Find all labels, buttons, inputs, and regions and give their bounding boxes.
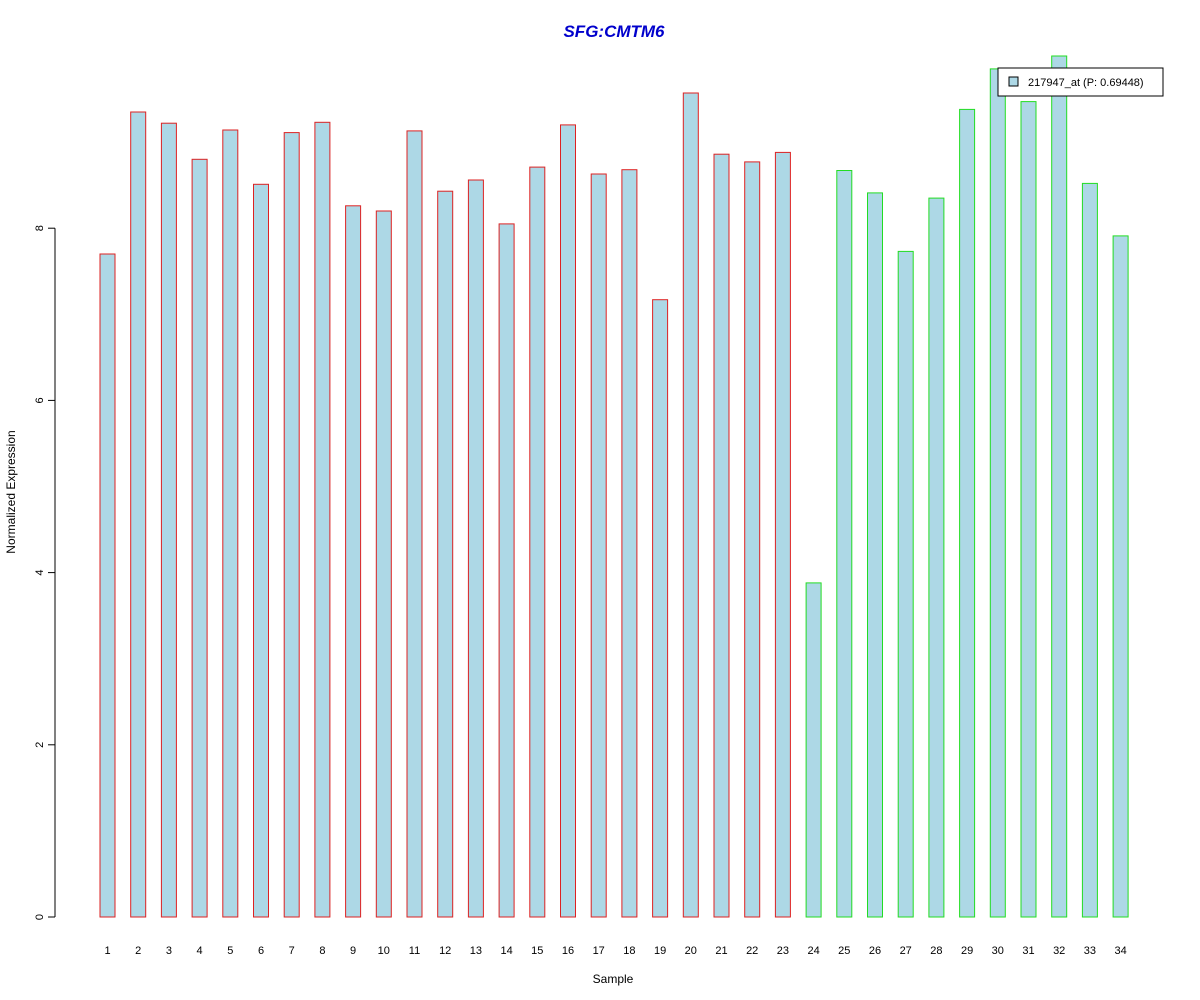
x-tick-label: 7 xyxy=(289,945,295,957)
bar-sample-2 xyxy=(130,111,147,918)
y-axis-label: Normalized Expression xyxy=(4,430,18,553)
y-tick-label: 6 xyxy=(34,397,46,403)
x-tick-label: 11 xyxy=(409,945,420,957)
bar-sample-19 xyxy=(652,299,669,918)
bar-sample-30 xyxy=(989,68,1006,918)
bar-sample-27 xyxy=(897,250,914,918)
bar-sample-34 xyxy=(1112,235,1129,918)
x-tick-label: 28 xyxy=(930,945,942,957)
bar-sample-7 xyxy=(283,132,300,918)
x-tick-label: 14 xyxy=(500,945,512,957)
x-tick-label: 32 xyxy=(1053,945,1065,957)
x-tick-label: 17 xyxy=(593,945,605,957)
x-tick-labels: 1 2 3 4 5 6 7 8 9 10 11 12 13 14 15 16 17 18 19 20 21 22 23 24 2… xyxy=(104,945,1126,957)
x-tick-label: 13 xyxy=(470,945,482,957)
bar-sample-25 xyxy=(836,170,853,918)
y-axis: 0 2 4 6 8 xyxy=(34,225,56,920)
y-tick-label: 8 xyxy=(34,225,46,231)
y-tick-label: 2 xyxy=(34,742,46,748)
x-tick-label: 24 xyxy=(807,945,819,957)
bar-sample-5 xyxy=(222,129,239,918)
legend-label: 217947_at (P: 0.69448) xyxy=(1028,77,1144,89)
chart-title: SFG:CMTM6 xyxy=(563,22,665,41)
bar-sample-23 xyxy=(774,151,791,918)
x-tick-label: 31 xyxy=(1022,945,1034,957)
bar-sample-1 xyxy=(99,253,116,918)
bar-sample-24 xyxy=(805,582,822,918)
x-tick-label: 6 xyxy=(258,945,264,957)
bar-sample-8 xyxy=(314,121,331,918)
x-tick-label: 26 xyxy=(869,945,881,957)
bar-sample-16 xyxy=(560,124,576,918)
x-tick-label: 18 xyxy=(623,945,635,957)
bar-sample-17 xyxy=(590,173,607,918)
x-tick-label: 34 xyxy=(1114,945,1126,957)
bar-sample-15 xyxy=(529,166,546,918)
x-tick-label: 9 xyxy=(350,945,356,957)
x-tick-label: 33 xyxy=(1084,945,1096,957)
bar-sample-12 xyxy=(437,190,454,918)
legend-swatch xyxy=(1008,76,1019,87)
bar-sample-31 xyxy=(1020,101,1037,918)
bars xyxy=(99,55,1129,918)
bar-sample-29 xyxy=(959,108,976,918)
y-tick-label: 0 xyxy=(34,914,46,920)
x-tick-label: 22 xyxy=(746,945,758,957)
bar-sample-13 xyxy=(467,179,484,918)
bar-sample-3 xyxy=(160,122,177,918)
bar-sample-22 xyxy=(744,161,761,918)
x-tick-label: 25 xyxy=(838,945,850,957)
x-tick-label: 16 xyxy=(562,945,574,957)
bar-sample-6 xyxy=(253,183,269,918)
bar-sample-10 xyxy=(375,210,392,918)
x-tick-label: 12 xyxy=(439,945,451,957)
bar-sample-4 xyxy=(191,158,208,918)
x-tick-label: 27 xyxy=(900,945,912,957)
x-tick-label: 20 xyxy=(685,945,697,957)
legend: 217947_at (P: 0.69448) xyxy=(997,67,1164,97)
bar-sample-11 xyxy=(406,130,423,918)
bar-sample-14 xyxy=(498,223,515,918)
x-tick-label: 23 xyxy=(777,945,789,957)
x-tick-label: 2 xyxy=(135,945,141,957)
bar-sample-18 xyxy=(621,169,638,918)
x-tick-label: 10 xyxy=(378,945,390,957)
bar-sample-9 xyxy=(345,205,362,918)
x-axis-label: Sample xyxy=(593,972,634,986)
x-tick-label: 8 xyxy=(319,945,325,957)
x-tick-label: 3 xyxy=(166,945,172,957)
bar-sample-32 xyxy=(1051,55,1068,918)
x-tick-label: 4 xyxy=(197,945,203,957)
x-tick-label: 30 xyxy=(992,945,1004,957)
bar-sample-26 xyxy=(867,192,883,918)
bar-sample-20 xyxy=(682,92,699,918)
x-tick-label: 19 xyxy=(654,945,666,957)
legend-box xyxy=(997,67,1164,97)
x-tick-label: 1 xyxy=(104,945,110,957)
y-tick-label: 4 xyxy=(34,570,46,576)
x-tick-label: 21 xyxy=(715,945,727,957)
x-tick-label: 15 xyxy=(531,945,543,957)
x-tick-label: 29 xyxy=(961,945,973,957)
bar-sample-28 xyxy=(928,197,945,918)
x-tick-label: 5 xyxy=(227,945,233,957)
bar-sample-33 xyxy=(1081,182,1098,918)
bar-sample-21 xyxy=(713,153,730,918)
